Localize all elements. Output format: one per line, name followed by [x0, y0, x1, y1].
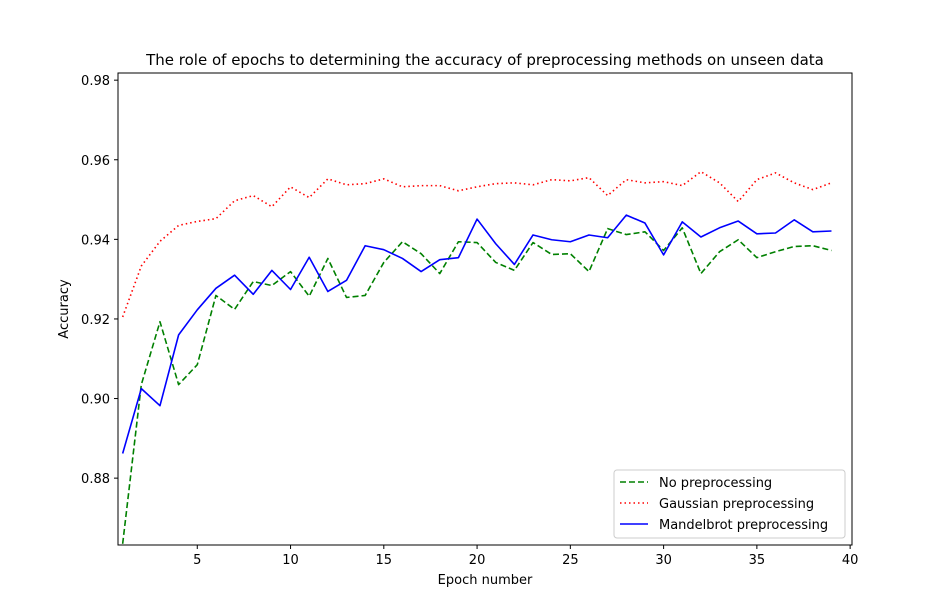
x-tick-label: 40 [842, 553, 859, 568]
y-tick-label: 0.92 [81, 313, 110, 328]
plot-frame [117, 72, 853, 546]
y-tick-label: 0.96 [81, 154, 110, 169]
x-axis-ticks: 5 10 15 20 25 30 35 40 [193, 545, 858, 568]
legend-label-1: No preprocessing [659, 476, 772, 491]
y-axis-ticks: 0.88 0.90 0.92 0.94 0.96 0.98 [81, 74, 118, 487]
legend-box [613, 469, 846, 539]
legend: No preprocessing Gaussian preprocessing Ma… [613, 469, 846, 539]
x-tick-label: 20 [469, 553, 486, 568]
x-tick-label: 35 [749, 553, 766, 568]
x-axis-label: Epoch number [438, 573, 533, 588]
y-tick-label: 0.90 [81, 393, 110, 408]
series-line-1 [121, 227, 832, 544]
x-tick-label: 5 [193, 553, 201, 568]
y-tick-label: 0.88 [81, 472, 110, 487]
y-tick-label: 0.94 [81, 233, 110, 248]
legend-label-2: Gaussian preprocessing [659, 497, 814, 512]
x-tick-label: 30 [655, 553, 672, 568]
series-line-3 [121, 214, 832, 454]
x-tick-label: 10 [282, 553, 299, 568]
chart-title: The role of epochs to determining the ac… [145, 51, 824, 69]
y-axis-label: Accuracy [57, 279, 72, 339]
series-layer [121, 170, 832, 544]
y-tick-label: 0.98 [81, 74, 110, 89]
x-tick-label: 25 [562, 553, 579, 568]
legend-label-3: Mandelbrot preprocessing [659, 518, 828, 533]
x-tick-label: 15 [376, 553, 393, 568]
